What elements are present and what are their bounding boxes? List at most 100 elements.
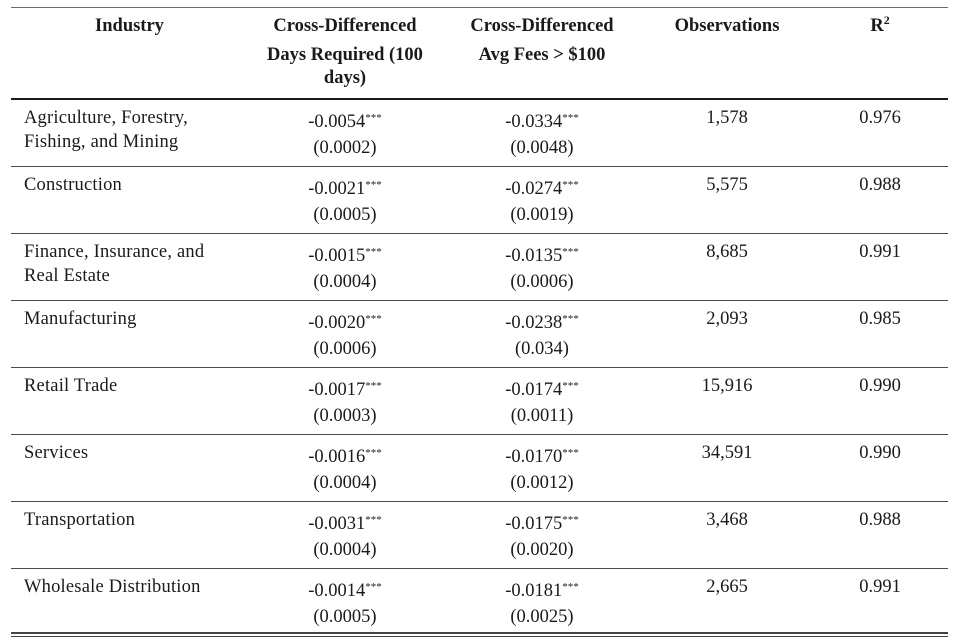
significance-stars: *** [365,380,382,392]
fees-standard-error: (0.0019) [510,205,574,225]
table-row: Agriculture, Forestry, Fishing, and Minin… [11,100,948,167]
fees-coefficient: -0.0334*** [505,112,579,132]
fees-coefficient: -0.0175*** [505,514,579,534]
significance-stars: *** [365,313,382,325]
industry-name: Retail Trade [24,374,248,398]
header-days-required: Cross-Differenced Days Required (100 day… [248,13,442,92]
table-row: Manufacturing -0.0020*** (0.0006) -0.0238**… [11,301,948,368]
industry-name: Transportation [24,508,248,532]
r-squared-value: 0.988 [859,175,901,195]
observations-value: 5,575 [706,175,748,195]
fees-standard-error: (0.0006) [510,272,574,292]
fees-standard-error: (0.0048) [510,138,574,158]
significance-stars: *** [562,447,579,459]
industry-name: Agriculture, Forestry, Fishing, and Minin… [24,106,248,154]
header-days-line1: Cross-Differenced [273,16,417,36]
observations-value: 8,685 [706,242,748,262]
significance-stars: *** [562,179,579,191]
industry-line1: Services [24,443,89,463]
header-avg-fees: Cross-Differenced Avg Fees > $100 [442,13,642,69]
r-squared-value: 0.990 [859,376,901,396]
days-standard-error: (0.0003) [313,406,377,426]
r-squared-value: 0.976 [859,108,901,128]
significance-stars: *** [365,581,382,593]
r-squared-value: 0.988 [859,510,901,530]
days-coefficient: -0.0020*** [308,313,382,333]
days-coefficient: -0.0016*** [308,447,382,467]
days-coefficient: -0.0014*** [308,581,382,601]
industry-line2: Fishing, and Mining [24,132,179,152]
header-days-line3: days) [323,68,367,88]
fees-coefficient: -0.0238*** [505,313,579,333]
header-r-squared: R2 [870,13,890,36]
observations-value: 2,093 [706,309,748,329]
days-standard-error: (0.0004) [313,272,377,292]
days-coefficient: -0.0015*** [308,246,382,266]
days-coefficient: -0.0017*** [308,380,382,400]
significance-stars: *** [562,246,579,258]
days-coefficient: -0.0031*** [308,514,382,534]
significance-stars: *** [562,514,579,526]
table-row: Construction -0.0021*** (0.0005) -0.0274***… [11,167,948,234]
fees-standard-error: (0.0011) [510,406,574,426]
table-bottom-rule [11,632,948,637]
table-row: Retail Trade -0.0017*** (0.0003) -0.0174***… [11,368,948,435]
significance-stars: *** [365,514,382,526]
fees-standard-error: (0.0012) [510,473,574,493]
r-squared-value: 0.991 [859,577,901,597]
industry-line2: Real Estate [24,266,110,286]
industry-line1: Wholesale Distribution [24,577,201,597]
header-observations: Observations [674,16,780,36]
days-standard-error: (0.0005) [313,607,377,627]
table-top-rule [11,7,948,8]
industry-name: Manufacturing [24,307,248,331]
row-divider [11,367,948,368]
regression-table: Industry Cross-Differenced Days Required… [11,7,948,639]
table-row: Finance, Insurance, and Real Estate -0.001… [11,234,948,301]
observations-value: 1,578 [706,108,748,128]
fees-coefficient: -0.0135*** [505,246,579,266]
header-rule [11,98,948,100]
observations-value: 15,916 [701,376,753,396]
fees-coefficient: -0.0170*** [505,447,579,467]
fees-coefficient: -0.0274*** [505,179,579,199]
row-divider [11,300,948,301]
row-divider [11,501,948,502]
fees-standard-error: (0.0020) [510,540,574,560]
table-row: Services -0.0016*** (0.0004) -0.0170*** (0.0… [11,435,948,502]
industry-name: Construction [24,173,248,197]
days-coefficient: -0.0021*** [308,179,382,199]
industry-line1: Transportation [24,510,136,530]
days-standard-error: (0.0006) [313,339,377,359]
table-row: Transportation -0.0031*** (0.0004) -0.0175*… [11,502,948,569]
fees-coefficient: -0.0174*** [505,380,579,400]
r-squared-value: 0.990 [859,443,901,463]
fees-standard-error: (0.0025) [510,607,574,627]
row-divider [11,166,948,167]
days-standard-error: (0.0004) [313,540,377,560]
industry-name: Wholesale Distribution [24,575,248,599]
significance-stars: *** [562,581,579,593]
fees-coefficient: -0.0181*** [505,581,579,601]
industry-name: Finance, Insurance, and Real Estate [24,240,248,288]
significance-stars: *** [365,179,382,191]
significance-stars: *** [562,313,579,325]
r-squared-value: 0.991 [859,242,901,262]
row-divider [11,233,948,234]
row-divider [11,568,948,569]
days-coefficient: -0.0054*** [308,112,382,132]
industry-line1: Construction [24,175,122,195]
significance-stars: *** [562,380,579,392]
days-standard-error: (0.0002) [313,138,377,158]
industry-line1: Retail Trade [24,376,118,396]
fees-standard-error: (0.034) [515,339,569,359]
significance-stars: *** [365,246,382,258]
observations-value: 34,591 [701,443,753,463]
industry-line1: Manufacturing [24,309,137,329]
table-row: Wholesale Distribution -0.0014*** (0.0005)… [11,569,948,636]
observations-value: 3,468 [706,510,748,530]
significance-stars: *** [562,112,579,124]
days-standard-error: (0.0005) [313,205,377,225]
observations-value: 2,665 [706,577,748,597]
industry-line1: Agriculture, Forestry, [24,108,189,128]
